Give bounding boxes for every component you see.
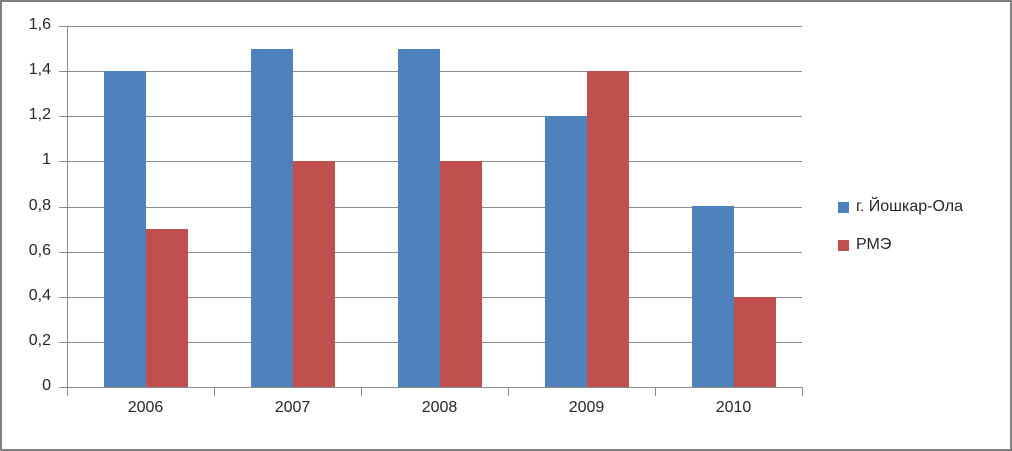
- bar-group-2007: [214, 26, 361, 387]
- bar-2007-series2: [292, 161, 335, 387]
- x-tick-label: 2010: [715, 399, 752, 416]
- x-axis-line: [67, 387, 803, 388]
- y-tick-label: 0,6: [28, 241, 51, 259]
- legend-label-series1: г. Йошкар-Ола: [856, 198, 963, 215]
- bar-2008-series1: [397, 49, 440, 387]
- x-axis-labels: 2006 2007 2008 2009 2010: [67, 399, 802, 417]
- bar-group-2006: [67, 26, 214, 387]
- legend-swatch-series2-icon: [838, 239, 849, 251]
- bar-2009-series1: [544, 116, 587, 387]
- y-tick-label: 1,6: [28, 16, 51, 33]
- x-tick-label: 2007: [274, 399, 311, 416]
- bar-group-2009: [508, 26, 655, 387]
- legend: г. Йошкар-Ола РМЭ: [838, 198, 963, 254]
- bar-2010-series1: [691, 206, 734, 387]
- y-axis-line: [67, 26, 68, 388]
- bar-2007-series1: [250, 49, 293, 387]
- y-tick-label: 1,2: [28, 106, 51, 124]
- y-tick-label: 0,8: [28, 196, 51, 214]
- legend-swatch-series1-icon: [838, 201, 849, 213]
- y-tick-label: 0,2: [28, 331, 51, 349]
- x-tick-label: 2006: [127, 399, 164, 416]
- bar-group-2010: [655, 26, 802, 387]
- bar-groups: [67, 26, 802, 387]
- bar-2008-series2: [439, 161, 482, 387]
- legend-item: г. Йошкар-Ола: [838, 198, 963, 216]
- plot-area: [67, 26, 802, 387]
- x-tick-label: 2008: [421, 399, 458, 416]
- bar-2006-series1: [103, 71, 146, 387]
- legend-label-series2: РМЭ: [856, 236, 892, 253]
- y-tick-label: 0,4: [28, 286, 51, 304]
- bar-group-2008: [361, 26, 508, 387]
- legend-item: РМЭ: [838, 236, 963, 254]
- x-tick-label: 2009: [568, 399, 605, 416]
- y-tick-label: 1,4: [28, 61, 51, 79]
- bar-2009-series2: [586, 71, 629, 387]
- y-tick-label: 0: [42, 377, 51, 394]
- y-tick-label: 1: [42, 151, 51, 169]
- bar-2010-series2: [733, 297, 776, 387]
- bar-2006-series2: [145, 229, 188, 387]
